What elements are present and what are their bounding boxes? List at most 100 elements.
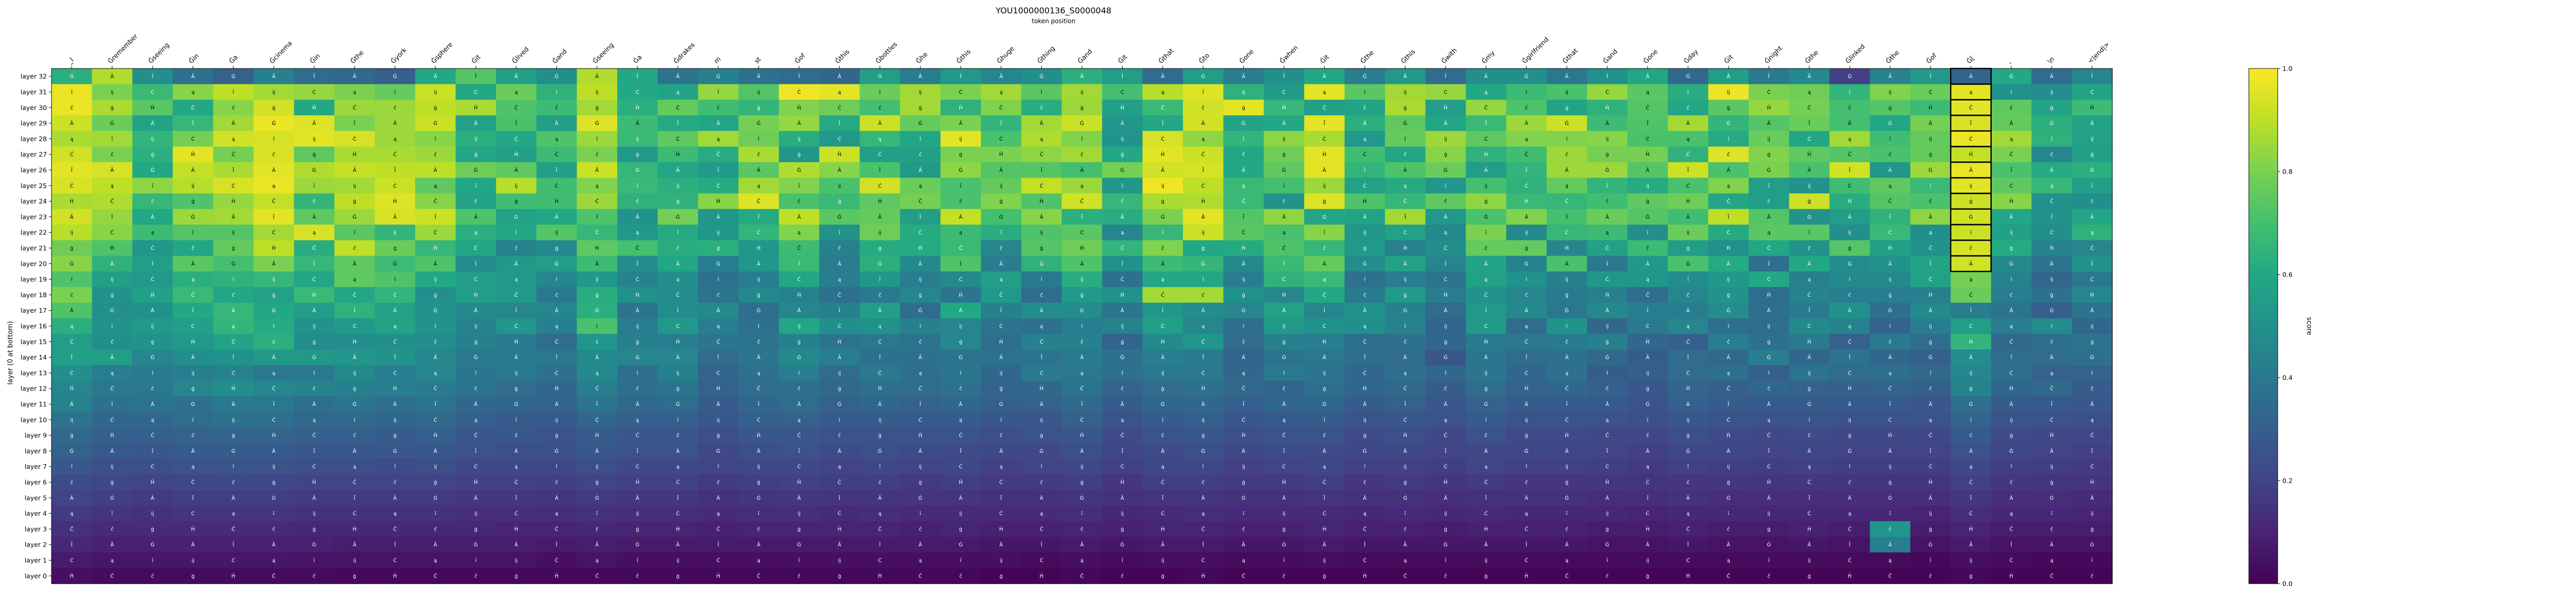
heatmap-cell [940,84,981,100]
cell-token-glyph: ą [1565,558,1568,564]
cell-token-glyph: ĉ [1889,339,1892,345]
cell-token-glyph: ġ [757,293,760,298]
heatmap-cell [859,334,901,350]
x-tick-label: <|end|> [2086,40,2111,65]
heatmap-cell [1021,318,1062,334]
cell-token-glyph: Ā [1363,307,1367,314]
heatmap-cell [1910,209,1951,225]
heatmap-cell [1870,209,1911,225]
cell-token-glyph: Ċ [474,463,478,470]
cell-token-glyph: Ĥ [393,198,397,205]
cell-token-glyph: Ċ [1161,510,1164,517]
cell-token-glyph: ĳ [717,417,720,423]
heatmap-cell [1789,146,1830,163]
heatmap-cell [294,365,335,381]
cell-token-glyph: Ċ [676,323,680,330]
cell-token-glyph: ī [1242,511,1244,517]
y-tick-label: layer 21 [21,244,47,252]
cell-token-glyph: Ċ [312,276,316,283]
cell-token-glyph: Ā [70,120,74,127]
x-tick-label: , [2005,58,2012,65]
cell-token-glyph: ġ [1484,199,1487,205]
heatmap-cell [1223,178,1264,194]
cell-token-glyph: ĳ [1323,558,1326,564]
cell-token-glyph: ĉ [1161,433,1164,439]
cell-token-glyph: Ā [1929,495,1933,501]
cell-token-glyph: Ċ [151,89,155,95]
heatmap-cell [1304,271,1345,287]
x-tick-label: Ġthis [1399,47,1416,65]
cell-token-glyph: ĳ [1404,90,1407,95]
heatmap-cell [375,225,416,241]
heatmap-cell [1344,146,1385,163]
heatmap-cell [1506,193,1547,210]
heatmap-cell [1223,209,1264,225]
heatmap-cell [1506,84,1547,100]
cell-token-glyph: Ā [2050,448,2054,454]
cell-token-glyph: ī [1000,230,1002,236]
cell-token-glyph: ĳ [1727,90,1730,95]
cell-token-glyph: Ĥ [1282,104,1286,111]
cell-token-glyph: ī [232,90,234,95]
cell-token-glyph: ġ [1525,433,1528,439]
cell-token-glyph: Ġ [312,541,316,548]
heatmap-cell [577,115,618,131]
heatmap-cell [1223,84,1264,100]
cell-token-glyph: ī [555,464,557,470]
heatmap-cell [657,193,699,210]
cell-token-glyph: Ĥ [1323,151,1327,158]
cell-token-glyph: ĳ [1768,324,1771,330]
cell-token-glyph: ĳ [70,417,73,423]
cell-token-glyph: ĉ [1929,198,1932,205]
heatmap-cell [859,84,901,100]
cell-token-glyph: ą [1565,370,1568,376]
cell-token-glyph: ą [2050,370,2053,376]
cell-token-glyph: ĉ [1080,339,1083,345]
cell-token-glyph: ĳ [1323,183,1326,189]
cell-token-glyph: Ĉ [1605,432,1609,439]
cell-token-glyph: ĳ [1363,417,1366,423]
y-tick-label: layer 27 [21,150,47,158]
cell-token-glyph: ġ [757,480,760,486]
heatmap-cell [132,349,173,366]
cell-token-glyph: ī [111,324,113,330]
cell-token-glyph: Ġ [2009,260,2013,267]
heatmap-cell [294,349,335,366]
cell-token-glyph: ī [474,370,477,376]
cell-token-glyph: Ĥ [1161,151,1165,158]
heatmap-cell [92,349,133,366]
heatmap-cell [1142,99,1183,116]
cell-token-glyph: Ĥ [1888,245,1892,251]
cell-token-glyph: ą [1242,370,1245,376]
heatmap-cell [1385,256,1426,272]
cell-token-glyph: ĉ [798,386,801,392]
cell-token-glyph: Ġ [1565,495,1569,501]
cell-token-glyph: ĉ [474,386,478,392]
cell-token-glyph: Ĉ [110,198,114,205]
cell-token-glyph: Ĥ [1524,572,1529,579]
heatmap-cell [778,178,820,194]
cell-token-glyph: ġ [1484,386,1487,392]
cell-token-glyph: ī [1889,511,1891,517]
heatmap-cell [819,99,860,116]
heatmap-cell [132,115,173,131]
cell-token-glyph: Ĉ [393,338,397,345]
cell-token-glyph: ġ [1040,433,1043,439]
cell-token-glyph: ą [717,324,720,330]
cell-token-glyph: ĳ [919,277,922,283]
heatmap-cell [617,99,658,116]
heatmap-cell [980,193,1022,210]
cell-token-glyph: ĉ [555,480,558,486]
cell-token-glyph: Ĉ [1040,338,1043,345]
cell-token-glyph: ĉ [1282,198,1285,205]
cell-token-glyph: ą [1444,230,1447,236]
cell-token-glyph: ą [596,183,599,189]
cell-token-glyph: Ā [798,213,801,220]
cell-token-glyph: Ċ [312,89,316,95]
cell-token-glyph: ą [1525,511,1528,517]
cell-token-glyph: Ġ [1201,73,1205,80]
cell-token-glyph: Ā [1929,401,1933,407]
cell-token-glyph: ą [353,277,356,283]
chart-title: YOU1000000136_S0000048 [995,6,1111,16]
heatmap-cell [1223,146,1264,163]
